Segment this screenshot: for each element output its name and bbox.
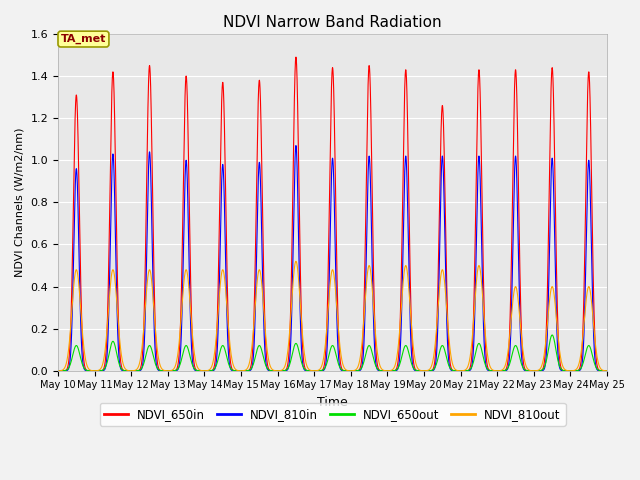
Legend: NDVI_650in, NDVI_810in, NDVI_650out, NDVI_810out: NDVI_650in, NDVI_810in, NDVI_650out, NDV… [99,403,566,425]
Title: NDVI Narrow Band Radiation: NDVI Narrow Band Radiation [223,15,442,30]
Y-axis label: NDVI Channels (W/m2/nm): NDVI Channels (W/m2/nm) [15,128,25,277]
Text: TA_met: TA_met [61,34,106,44]
X-axis label: Time: Time [317,396,348,409]
